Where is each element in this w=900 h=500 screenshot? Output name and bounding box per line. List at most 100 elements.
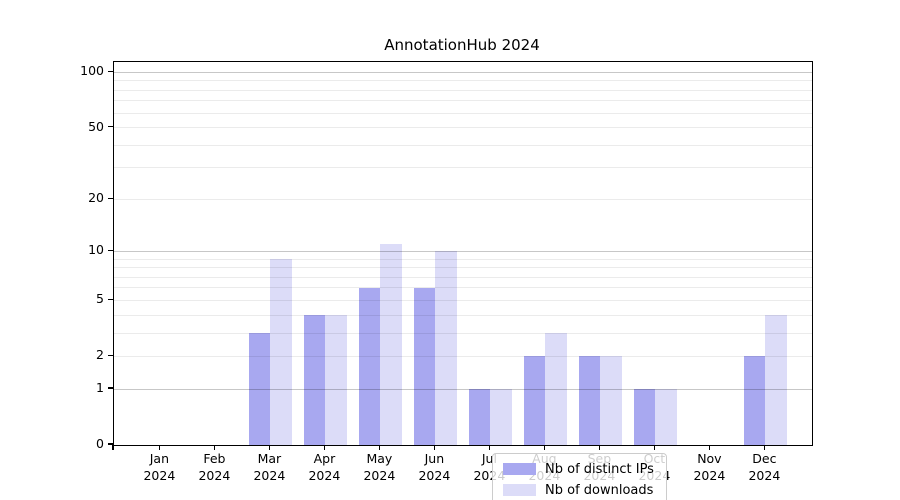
x-tick-mark <box>543 445 545 450</box>
x-tick-label: Apr 2024 <box>296 451 352 484</box>
gridline-major <box>114 71 812 73</box>
bar-nb-of-downloads-oct <box>655 389 677 445</box>
bar-nb-of-downloads-jun <box>435 251 457 445</box>
gridline-minor <box>114 100 812 102</box>
y-tick-mark <box>108 197 114 199</box>
y-tick-label: 0 <box>96 436 104 451</box>
x-tick-label: Mar 2024 <box>241 451 297 484</box>
gridline-minor <box>114 299 812 301</box>
bar-nb-of-distinct-ips-oct <box>633 389 656 445</box>
bar-nb-of-downloads-jul <box>490 389 512 445</box>
y-tick-label: 1 <box>96 380 104 396</box>
gridline-minor <box>114 267 812 269</box>
gridline-minor <box>114 276 812 278</box>
gridline-minor <box>114 287 812 289</box>
bar-nb-of-downloads-apr <box>325 315 347 445</box>
x-tick-year: 2024 <box>363 467 396 483</box>
x-tick-month: Jun <box>424 451 445 466</box>
gridline-minor <box>114 89 812 91</box>
bar-nb-of-distinct-ips-jul <box>468 389 491 445</box>
x-tick-label: Nov 2024 <box>681 451 737 484</box>
gridline-minor <box>114 198 812 200</box>
legend-item-distinct-ips: Nb of distinct IPs <box>503 461 654 477</box>
legend-swatch-distinct-ips <box>503 463 536 475</box>
gridline-minor <box>114 112 812 114</box>
legend-swatch-downloads <box>503 484 536 496</box>
y-tick-label: 20 <box>88 190 104 206</box>
legend-label-downloads: Nb of downloads <box>545 482 654 498</box>
bar-nb-of-distinct-ips-apr <box>303 315 326 445</box>
x-tick-label: Jan 2024 <box>131 451 187 484</box>
bar-nb-of-downloads-aug <box>545 333 567 445</box>
gridline-minor <box>114 355 812 357</box>
x-tick-mark <box>653 445 655 450</box>
x-tick-month: Dec <box>752 451 777 466</box>
y-tick-label: 100 <box>80 63 104 79</box>
x-tick-year: 2024 <box>748 467 781 483</box>
y-tick-mark <box>108 126 114 128</box>
y-tick-mark <box>108 354 114 356</box>
bar-nb-of-downloads-dec <box>765 315 787 445</box>
gridline-major <box>114 388 812 390</box>
x-tick-mark <box>158 445 160 450</box>
legend-label-distinct-ips: Nb of distinct IPs <box>545 461 654 477</box>
x-tick-mark <box>708 445 710 450</box>
gridline-minor <box>114 127 812 129</box>
gridline-minor <box>114 144 812 146</box>
y-tick-label: 10 <box>88 242 104 258</box>
gridline-minor <box>114 167 812 169</box>
bar-nb-of-distinct-ips-sep <box>578 356 601 445</box>
x-tick-month: Apr <box>313 451 336 466</box>
gridline-major <box>114 250 812 252</box>
chart-title: AnnotationHub 2024 <box>384 36 540 54</box>
x-tick-mark <box>268 445 270 450</box>
bar-nb-of-downloads-may <box>380 244 402 445</box>
x-tick-month: May <box>366 451 393 466</box>
x-tick-mark <box>763 445 765 450</box>
x-tick-label: May 2024 <box>351 451 407 484</box>
x-tick-mark <box>598 445 600 450</box>
x-tick-month: Nov <box>697 451 722 466</box>
gridline-minor <box>114 314 812 316</box>
bar-nb-of-downloads-sep <box>600 356 622 445</box>
bar-nb-of-distinct-ips-jun <box>413 287 436 445</box>
x-tick-mark <box>112 445 114 450</box>
x-tick-label: Feb 2024 <box>186 451 242 484</box>
gridline-minor <box>114 80 812 82</box>
x-tick-month: Mar <box>257 451 282 466</box>
bar-nb-of-distinct-ips-dec <box>743 356 766 445</box>
y-tick-mark <box>108 249 114 252</box>
y-tick-mark <box>108 443 114 445</box>
x-tick-year: 2024 <box>253 467 286 483</box>
x-tick-month: Jan <box>149 451 170 466</box>
x-tick-mark <box>213 445 215 450</box>
y-tick-label: 5 <box>96 291 104 307</box>
x-tick-mark <box>378 445 380 450</box>
legend-item-downloads: Nb of downloads <box>503 482 654 498</box>
gridline-minor <box>114 332 812 334</box>
plot-area: Nb of distinct IPs Nb of downloads <box>113 61 813 500</box>
bar-nb-of-distinct-ips-mar <box>248 333 271 445</box>
legend: Nb of distinct IPs Nb of downloads <box>492 453 667 500</box>
bar-nb-of-distinct-ips-may <box>358 287 381 445</box>
x-tick-label: Jun 2024 <box>406 451 462 484</box>
x-tick-mark <box>323 445 325 450</box>
y-tick-mark <box>108 387 114 389</box>
x-tick-mark <box>433 445 435 450</box>
x-tick-mark <box>488 445 490 450</box>
y-tick-label: 50 <box>88 118 104 134</box>
y-tick-mark <box>108 70 114 73</box>
y-tick-label: 2 <box>96 347 104 363</box>
x-tick-year: 2024 <box>418 467 451 483</box>
x-tick-year: 2024 <box>693 467 726 483</box>
y-tick-mark <box>108 298 114 300</box>
x-tick-label: Dec 2024 <box>736 451 792 484</box>
bar-nb-of-downloads-mar <box>270 259 292 445</box>
gridline-minor <box>114 258 812 260</box>
x-tick-month: Feb <box>203 451 226 466</box>
x-tick-year: 2024 <box>308 467 341 483</box>
x-tick-year: 2024 <box>198 467 231 483</box>
bar-nb-of-distinct-ips-aug <box>523 356 546 445</box>
x-tick-year: 2024 <box>143 467 176 483</box>
